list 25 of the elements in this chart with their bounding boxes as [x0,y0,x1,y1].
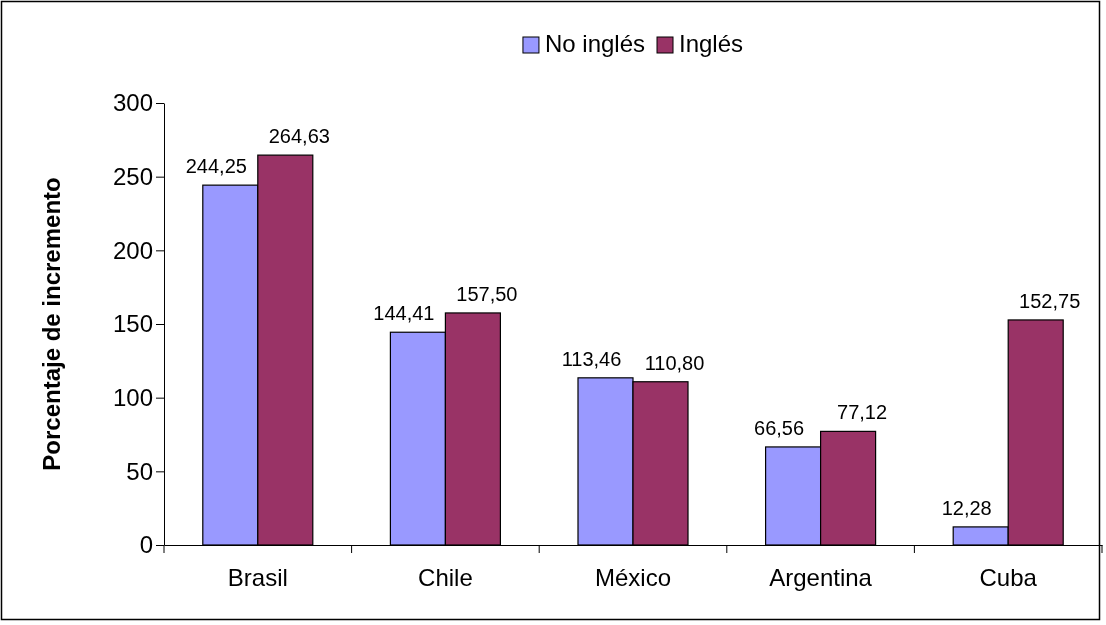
data-label: 66,56 [754,416,805,439]
data-label: 144,41 [373,302,435,325]
x-tick-label: Argentina [769,564,873,592]
data-label: 110,80 [644,351,705,374]
data-label: 244,25 [185,155,247,178]
data-label: 77,12 [837,401,888,424]
y-tick-label: 300 [112,89,153,117]
y-tick-label: 50 [126,457,153,485]
x-tick-label: México [594,564,672,592]
y-tick-label: 0 [139,531,153,559]
data-label: 157,50 [456,282,518,305]
x-tick-label: Cuba [979,564,1038,592]
y-tick-label: 250 [112,162,153,190]
data-label: 152,75 [1019,289,1081,312]
data-label: 113,46 [561,347,622,370]
x-tick-label: Chile [418,564,473,592]
y-tick-label: 100 [112,383,153,411]
legend-label: Inglés [679,30,744,57]
y-axis-title: Porcentaje de incremento [38,177,65,471]
x-tick-label: Brasil [227,564,288,592]
data-label: 264,63 [268,125,330,148]
y-tick-label: 200 [112,236,153,264]
data-label: 12,28 [941,496,992,519]
y-tick-label: 150 [112,310,153,338]
legend-label: No inglés [544,30,646,57]
